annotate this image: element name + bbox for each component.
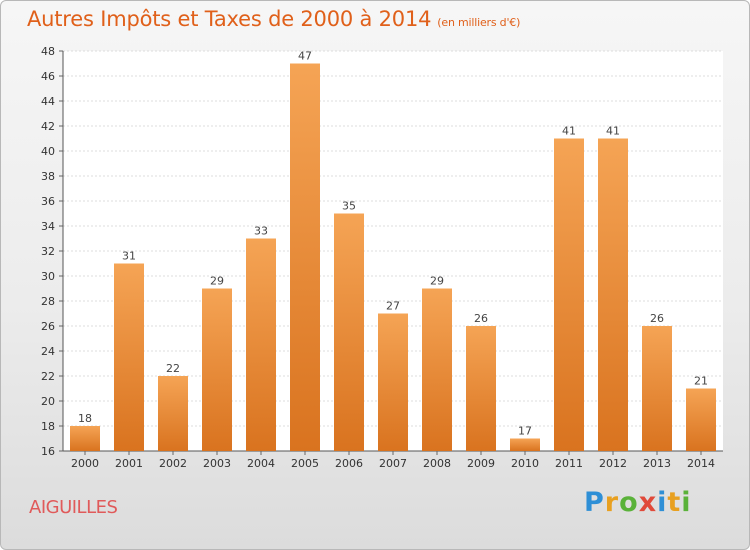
x-tick-label: 2012 bbox=[599, 457, 627, 470]
y-tick-label: 32 bbox=[41, 245, 55, 258]
x-tick-label: 2008 bbox=[423, 457, 451, 470]
x-tick-label: 2001 bbox=[115, 457, 143, 470]
bar bbox=[246, 238, 276, 451]
data-label: 21 bbox=[694, 375, 708, 388]
bar bbox=[334, 213, 364, 451]
title-text: Autres Impôts et Taxes de 2000 à 2014 bbox=[27, 7, 432, 31]
bar bbox=[422, 288, 452, 451]
data-label: 41 bbox=[606, 125, 620, 138]
x-tick-label: 2006 bbox=[335, 457, 363, 470]
bar bbox=[114, 263, 144, 451]
y-tick-label: 48 bbox=[41, 45, 55, 58]
y-tick-label: 36 bbox=[41, 195, 55, 208]
bar bbox=[202, 288, 232, 451]
data-label: 22 bbox=[166, 362, 180, 375]
x-tick-label: 2010 bbox=[511, 457, 539, 470]
y-tick-label: 44 bbox=[41, 95, 55, 108]
bar bbox=[158, 376, 188, 451]
y-tick-label: 46 bbox=[41, 70, 55, 83]
unit-label: (en milliers d'€) bbox=[437, 16, 521, 29]
y-tick-label: 16 bbox=[41, 445, 55, 458]
data-label: 27 bbox=[386, 300, 400, 313]
x-tick-label: 2009 bbox=[467, 457, 495, 470]
bar bbox=[378, 313, 408, 451]
y-tick-label: 22 bbox=[41, 370, 55, 383]
bar bbox=[510, 438, 540, 451]
x-tick-label: 2014 bbox=[687, 457, 715, 470]
data-label: 29 bbox=[210, 275, 224, 288]
data-label: 26 bbox=[650, 312, 664, 325]
y-tick-label: 18 bbox=[41, 420, 55, 433]
x-tick-label: 2007 bbox=[379, 457, 407, 470]
x-tick-label: 2004 bbox=[247, 457, 275, 470]
bar bbox=[466, 326, 496, 451]
x-tick-label: 2003 bbox=[203, 457, 231, 470]
data-label: 17 bbox=[518, 425, 532, 438]
y-tick-label: 34 bbox=[41, 220, 55, 233]
y-tick-label: 30 bbox=[41, 270, 55, 283]
bar bbox=[598, 138, 628, 451]
commune-name: AIGUILLES bbox=[29, 497, 118, 518]
bar bbox=[642, 326, 672, 451]
y-tick-label: 42 bbox=[41, 120, 55, 133]
y-tick-label: 20 bbox=[41, 395, 55, 408]
data-label: 31 bbox=[122, 250, 136, 263]
data-label: 35 bbox=[342, 200, 356, 213]
y-tick-label: 38 bbox=[41, 170, 55, 183]
data-label: 41 bbox=[562, 125, 576, 138]
x-tick-label: 2005 bbox=[291, 457, 319, 470]
bar bbox=[70, 426, 100, 451]
proxiti-logo: Proxiti bbox=[584, 487, 692, 518]
y-tick-label: 26 bbox=[41, 320, 55, 333]
bar bbox=[290, 63, 320, 451]
data-label: 47 bbox=[298, 50, 312, 63]
x-tick-label: 2002 bbox=[159, 457, 187, 470]
y-tick-label: 40 bbox=[41, 145, 55, 158]
x-tick-label: 2013 bbox=[643, 457, 671, 470]
x-tick-label: 2011 bbox=[555, 457, 583, 470]
y-tick-label: 28 bbox=[41, 295, 55, 308]
data-label: 18 bbox=[78, 412, 92, 425]
bar bbox=[554, 138, 584, 451]
data-label: 29 bbox=[430, 275, 444, 288]
x-tick-label: 2000 bbox=[71, 457, 99, 470]
bar bbox=[686, 388, 716, 451]
chart-title: Autres Impôts et Taxes de 2000 à 2014 (en… bbox=[27, 7, 520, 31]
data-label: 33 bbox=[254, 225, 268, 238]
data-label: 26 bbox=[474, 312, 488, 325]
y-tick-label: 24 bbox=[41, 345, 55, 358]
